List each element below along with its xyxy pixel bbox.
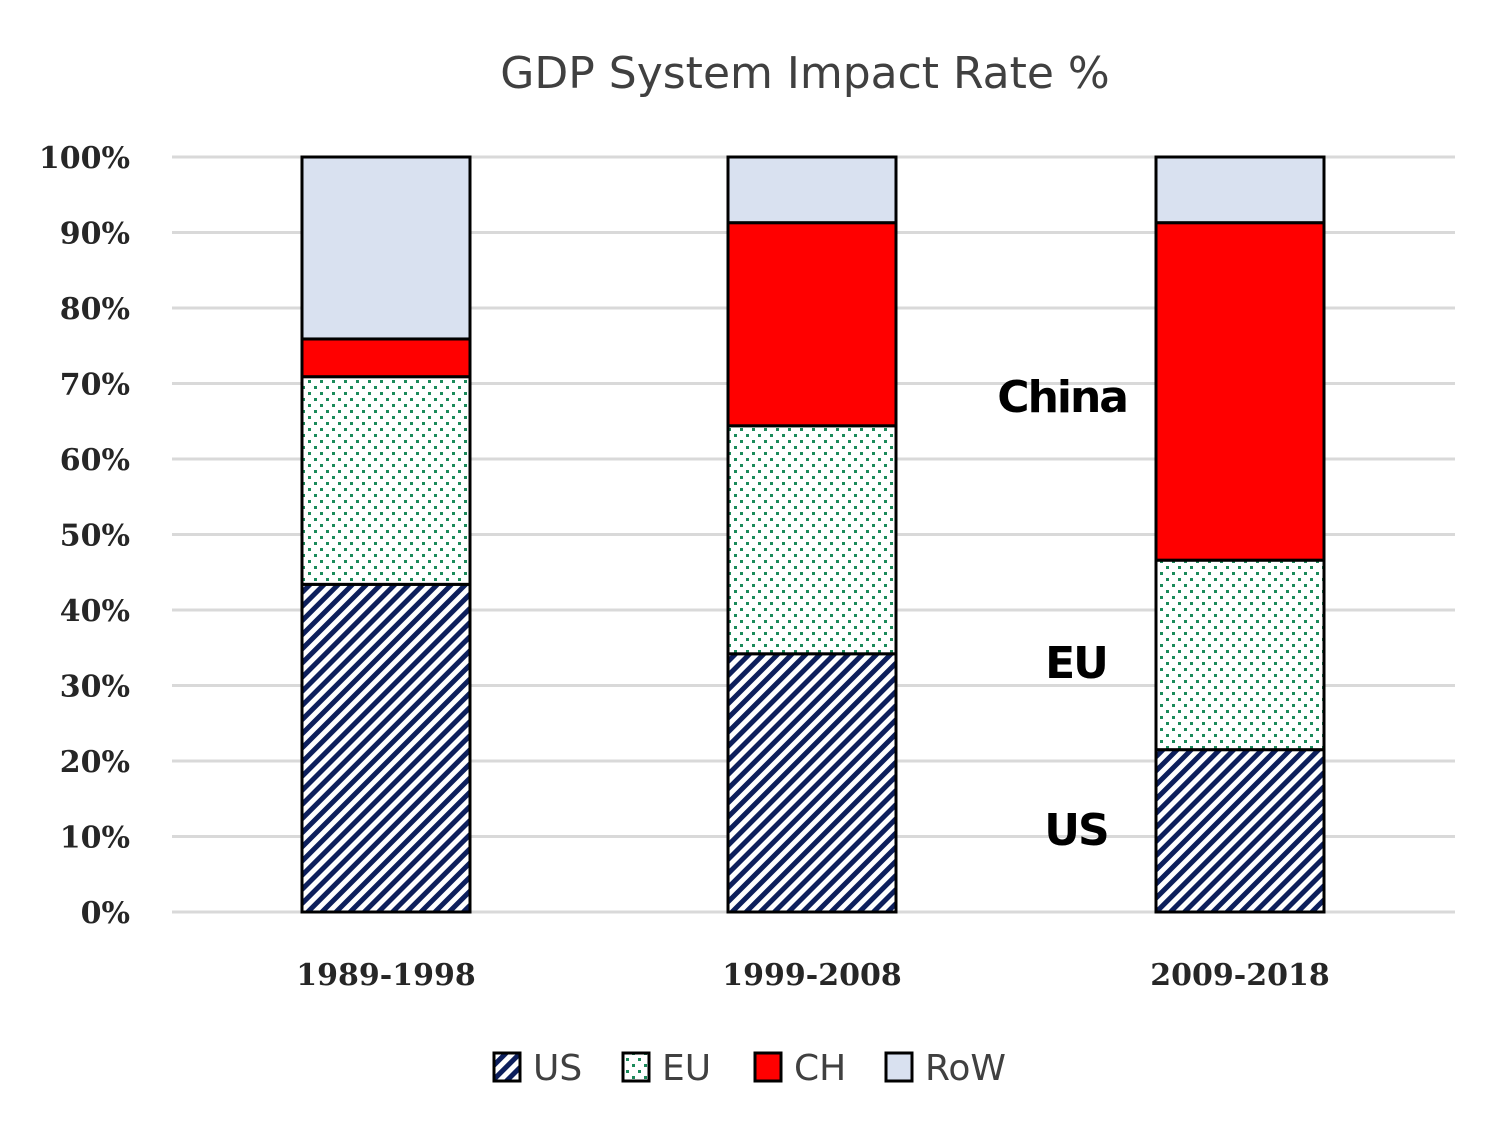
- legend-item-eu: EU: [621, 1048, 711, 1089]
- bar-stack-1989-1998: [300, 155, 472, 914]
- bar-segment-row: [1154, 155, 1326, 225]
- y-tick-label: 10%: [60, 821, 130, 856]
- x-tick-label: 2009-2018: [1150, 958, 1329, 993]
- y-tick-label: 90%: [60, 217, 130, 252]
- bar-segment-us: [1154, 748, 1326, 914]
- annotations: China EU US: [997, 372, 1129, 856]
- bars: [300, 155, 1326, 914]
- legend-swatch: [884, 1051, 914, 1083]
- annotation-china: China: [997, 372, 1127, 423]
- x-tick-label: 1999-2008: [722, 958, 901, 993]
- y-axis-ticks: 0% 10% 20% 30% 40% 50% 60% 70% 80% 90% 100%: [39, 141, 130, 931]
- legend-item-row: RoW: [884, 1048, 1006, 1089]
- legend-item-ch: CH: [753, 1048, 846, 1089]
- legend-swatch: [621, 1051, 651, 1083]
- x-tick-label: 1989-1998: [296, 958, 475, 993]
- annotation-us: US: [1044, 805, 1107, 856]
- y-tick-label: 0%: [81, 896, 130, 931]
- legend-swatch: [753, 1051, 783, 1083]
- bar-segment-eu: [300, 375, 472, 586]
- legend-item-us: US: [492, 1048, 582, 1089]
- legend-swatch: [492, 1051, 522, 1083]
- y-tick-label: 60%: [60, 443, 130, 478]
- y-tick-label: 100%: [39, 141, 130, 176]
- legend-label: RoW: [925, 1048, 1006, 1089]
- bar-segment-row: [300, 155, 472, 341]
- y-tick-label: 30%: [60, 670, 130, 705]
- bar-stack-1999-2008: [726, 155, 898, 914]
- bar-segment-ch: [300, 337, 472, 379]
- legend-label: EU: [662, 1048, 711, 1089]
- y-tick-label: 80%: [60, 292, 130, 327]
- legend-label: CH: [794, 1048, 846, 1089]
- bar-stack-2009-2018: [1154, 155, 1326, 914]
- y-tick-label: 50%: [60, 519, 130, 554]
- bar-segment-ch: [1154, 221, 1326, 562]
- chart-title: GDP System Impact Rate %: [500, 48, 1109, 99]
- bar-segment-eu: [726, 424, 898, 656]
- x-axis-ticks: 1989-1998 1999-2008 2009-2018: [296, 958, 1329, 993]
- y-tick-label: 40%: [60, 594, 130, 629]
- y-tick-label: 70%: [60, 368, 130, 403]
- bar-segment-row: [726, 155, 898, 225]
- bar-segment-us: [300, 582, 472, 914]
- bar-segment-eu: [1154, 558, 1326, 752]
- annotation-eu: EU: [1045, 638, 1107, 689]
- bar-segment-ch: [726, 221, 898, 428]
- bar-segment-us: [726, 652, 898, 914]
- y-tick-label: 20%: [60, 745, 130, 780]
- legend: US EU CH RoW: [492, 1048, 1006, 1089]
- legend-label: US: [533, 1048, 582, 1089]
